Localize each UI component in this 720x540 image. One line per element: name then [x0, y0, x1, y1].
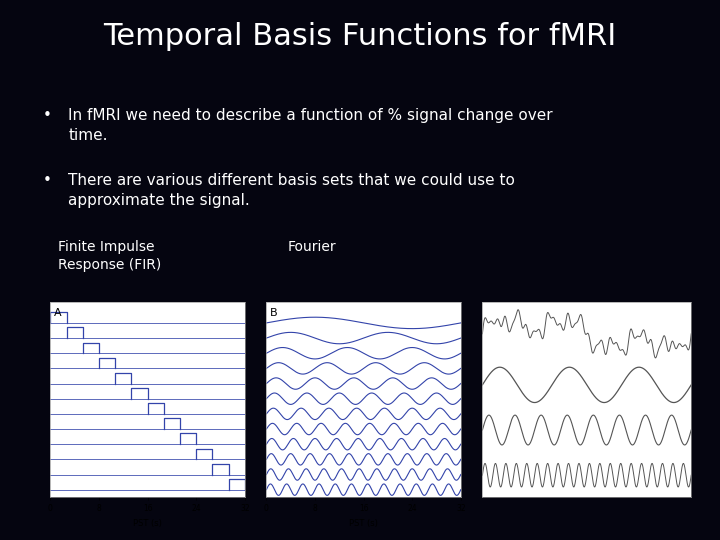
Text: Temporal Basis Functions for fMRI: Temporal Basis Functions for fMRI	[104, 22, 616, 51]
Text: •: •	[43, 173, 52, 188]
Text: A: A	[54, 308, 62, 318]
Text: There are various different basis sets that we could use to
approximate the sign: There are various different basis sets t…	[68, 173, 516, 207]
X-axis label: PST (s): PST (s)	[349, 519, 378, 528]
X-axis label: PST (s): PST (s)	[133, 519, 162, 528]
Text: Finite Impulse
Response (FIR): Finite Impulse Response (FIR)	[58, 240, 161, 272]
Text: B: B	[270, 308, 278, 318]
Text: Fourier: Fourier	[288, 240, 337, 254]
Text: •: •	[43, 108, 52, 123]
Text: In fMRI we need to describe a function of % signal change over
time.: In fMRI we need to describe a function o…	[68, 108, 553, 143]
